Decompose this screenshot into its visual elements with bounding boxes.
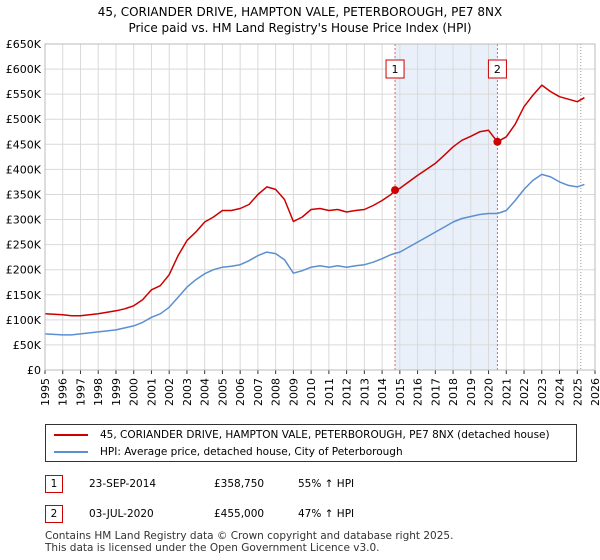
- x-tick-label: 1999: [110, 378, 123, 406]
- series-line-property: [44, 84, 585, 317]
- legend-swatch-property: [54, 434, 88, 436]
- sale-row-1: 1 23-SEP-2014 £358,750 55% ↑ HPI: [45, 475, 545, 495]
- x-tick-label: 2001: [145, 378, 158, 406]
- y-tick-label: £0: [27, 364, 41, 377]
- grid: [44, 43, 596, 371]
- x-tick-label: 2010: [305, 378, 318, 406]
- x-tick-label: 2008: [270, 378, 283, 406]
- chart-subtitle: Price paid vs. HM Land Registry's House …: [128, 21, 472, 35]
- y-tick-label: £50K: [13, 339, 42, 352]
- sale-badge-1: 1: [45, 475, 63, 493]
- sale-point-2: [493, 137, 502, 146]
- x-tick-label: 2018: [447, 378, 460, 406]
- sale-label-1: 1: [392, 63, 399, 76]
- x-tick-label: 2025: [571, 378, 584, 406]
- x-tick-label: 2002: [163, 378, 176, 406]
- sale-label-2: 2: [494, 63, 501, 76]
- x-axis: 1995 1996 1997 1998 1999 2000 2001 2002 2003 2004…: [39, 370, 600, 406]
- y-tick-label: £600K: [6, 63, 42, 76]
- legend-label-hpi: HPI: Average price, detached house, City…: [100, 446, 403, 458]
- legend-swatch-hpi: [54, 451, 88, 453]
- x-tick-label: 2019: [465, 378, 478, 406]
- sale-label-box-2: [487, 59, 507, 79]
- x-tick-label: 2015: [394, 378, 407, 406]
- x-tick-label: 2016: [412, 378, 425, 406]
- sale-price-1: £358,750: [214, 478, 265, 490]
- footer-line-2: This data is licensed under the Open Gov…: [45, 542, 380, 554]
- x-tick-label: 2000: [128, 378, 141, 406]
- x-tick-label: 2011: [323, 378, 336, 406]
- x-tick-label: 2024: [554, 378, 567, 406]
- x-tick-label: 2005: [216, 378, 229, 406]
- series-line-hpi: [44, 173, 585, 336]
- sale-badge-2: 2: [45, 505, 63, 523]
- x-tick-label: 1998: [92, 378, 105, 406]
- footer-line-1: Contains HM Land Registry data © Crown c…: [45, 530, 454, 542]
- series-group: [44, 84, 585, 336]
- chart-title-block: 45, CORIANDER DRIVE, HAMPTON VALE, PETER…: [0, 4, 600, 36]
- y-tick-label: £150K: [6, 289, 42, 302]
- y-tick-label: £300K: [6, 214, 42, 227]
- sale-period-shade: [395, 44, 498, 370]
- footer: Contains HM Land Registry data © Crown c…: [45, 530, 453, 554]
- x-tick-label: 2003: [181, 378, 194, 406]
- x-tick-label: 1996: [57, 378, 70, 406]
- x-tick-label: 2026: [589, 378, 600, 406]
- sale-hpi-1: 55% ↑ HPI: [298, 478, 355, 490]
- legend-label-property: 45, CORIANDER DRIVE, HAMPTON VALE, PETER…: [100, 429, 550, 441]
- y-tick-label: £500K: [6, 113, 42, 126]
- x-tick-label: 2023: [536, 378, 549, 406]
- y-axis: £0 £50K £100K £150K £200K £250K £300K £350K £400…: [6, 38, 42, 377]
- x-tick-label: 2017: [429, 378, 442, 406]
- x-tick-label: 2004: [199, 378, 212, 406]
- sale-price-2: £455,000: [214, 508, 265, 520]
- x-tick-label: 2007: [252, 378, 265, 406]
- x-tick-label: 2012: [341, 378, 354, 406]
- x-tick-label: 2020: [483, 378, 496, 406]
- sale-date-1: 23-SEP-2014: [89, 478, 157, 490]
- sale-hpi-2: 47% ↑ HPI: [298, 508, 355, 520]
- y-tick-label: £100K: [6, 314, 42, 327]
- x-tick-label: 1995: [39, 378, 52, 406]
- plot-frame: [44, 43, 596, 371]
- x-tick-label: 2009: [287, 378, 300, 406]
- sale-row-2: 2 03-JUL-2020 £455,000 47% ↑ HPI: [45, 505, 545, 525]
- sale-date-2: 03-JUL-2020: [89, 508, 154, 520]
- sale-points: [391, 137, 502, 195]
- x-tick-label: 2022: [518, 378, 531, 406]
- y-tick-label: £450K: [6, 138, 42, 151]
- sale-label-box-1: [385, 59, 405, 79]
- y-tick-label: £200K: [6, 264, 42, 277]
- x-tick-label: 2013: [358, 378, 371, 406]
- y-tick-label: £550K: [6, 88, 42, 101]
- sale-point-1: [391, 186, 400, 195]
- y-tick-label: £400K: [6, 163, 42, 176]
- chart-title: 45, CORIANDER DRIVE, HAMPTON VALE, PETER…: [97, 5, 503, 19]
- x-tick-label: 1997: [74, 378, 87, 406]
- y-tick-label: £350K: [6, 188, 42, 201]
- x-tick-label: 2021: [500, 378, 513, 406]
- legend: 45, CORIANDER DRIVE, HAMPTON VALE, PETER…: [45, 424, 577, 462]
- x-tick-label: 2014: [376, 378, 389, 406]
- y-tick-label: £650K: [6, 38, 42, 51]
- y-tick-label: £250K: [6, 239, 42, 252]
- x-tick-label: 2006: [234, 378, 247, 406]
